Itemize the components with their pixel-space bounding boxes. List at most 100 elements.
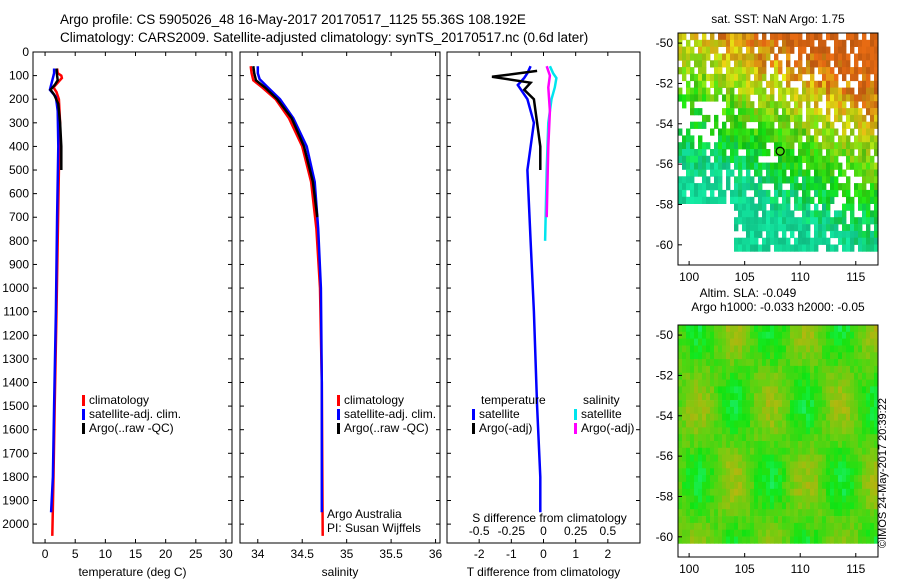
map-cell (714, 142, 719, 150)
map-cell (738, 522, 743, 531)
map-cell (682, 359, 687, 367)
map-cell (742, 420, 747, 428)
map-cell (834, 406, 839, 415)
map-cell (794, 379, 799, 387)
map-cell (814, 447, 819, 455)
map-cell (722, 73, 727, 82)
map-cell (814, 434, 819, 442)
map-cell (738, 386, 743, 394)
map-cell (698, 169, 703, 177)
map-cell (786, 87, 791, 95)
map-cell (822, 189, 827, 198)
map-cell (834, 108, 839, 116)
map-cell (726, 393, 731, 401)
map-cell (850, 338, 855, 346)
map-cell (798, 359, 803, 367)
map-cell (798, 447, 803, 455)
map-cell (742, 427, 747, 435)
map-cell (726, 468, 731, 476)
map-cell (738, 447, 743, 455)
map-cell (858, 114, 863, 123)
map-cell (862, 393, 867, 401)
map-cell (726, 488, 731, 496)
map-cell (870, 183, 875, 191)
map-cell (794, 406, 799, 415)
map-cell (826, 502, 831, 510)
map-cell (870, 94, 875, 102)
map-cell (782, 128, 787, 136)
map-cell (698, 149, 703, 157)
map-cell (846, 488, 851, 496)
map-cell (730, 80, 735, 88)
map-cell (870, 230, 875, 239)
map-title-line: Argo h1000: -0.033 h2000: -0.05 (691, 300, 865, 314)
map-cell (690, 372, 695, 380)
map-cell (802, 203, 807, 211)
map-cell (854, 331, 859, 339)
map-cell (774, 509, 779, 517)
map-cell (698, 379, 703, 387)
map-cell (754, 80, 759, 88)
map-cell (734, 224, 739, 232)
map-cell (874, 522, 879, 531)
map-cell (718, 516, 723, 524)
map-cell (762, 142, 767, 150)
map-cell (858, 529, 863, 537)
map-cell (806, 210, 811, 218)
map-cell (814, 522, 819, 531)
map-cell (766, 244, 771, 252)
map-cell (702, 46, 707, 54)
map-cell (846, 413, 851, 421)
map-cell (698, 39, 703, 47)
map-cell (790, 189, 795, 198)
map-cell (682, 142, 687, 150)
map-cell (778, 135, 783, 143)
map-cell (818, 509, 823, 517)
map-cell (762, 73, 767, 82)
map-cell (730, 128, 735, 136)
map-cell (762, 162, 767, 170)
map-cell (810, 481, 815, 490)
map-cell (730, 393, 735, 401)
map-cell (734, 488, 739, 496)
map-cell (798, 386, 803, 394)
map-cell (698, 386, 703, 394)
map-cell (750, 427, 755, 435)
map-cell (826, 352, 831, 360)
map-cell (714, 516, 719, 524)
map-cell (862, 60, 867, 68)
map-cell (794, 420, 799, 428)
map-cell (826, 386, 831, 394)
map-cell (710, 183, 715, 191)
map-cell (794, 237, 799, 245)
map-cell (874, 108, 879, 116)
map-cell (794, 413, 799, 421)
map-cell (754, 230, 759, 239)
map-cell (754, 189, 759, 198)
map-cell (682, 345, 687, 353)
map-cell (862, 372, 867, 380)
map-cell (710, 522, 715, 531)
map-cell (874, 352, 879, 360)
map-cell (842, 386, 847, 394)
map-cell (762, 189, 767, 198)
map-cell (774, 217, 779, 225)
map-cell (758, 400, 763, 408)
x-tick-label: 100 (679, 270, 699, 284)
map-cell (854, 516, 859, 524)
map-cell (718, 33, 723, 41)
map-cell (698, 60, 703, 68)
map-cell (782, 73, 787, 82)
map-cell (874, 121, 879, 129)
map-cell (786, 413, 791, 421)
map-cell (710, 338, 715, 346)
map-cell (814, 108, 819, 116)
map-cell (734, 393, 739, 401)
map-cell (706, 454, 711, 462)
map-cell (810, 142, 815, 150)
map-cell (686, 80, 691, 88)
map-cell (818, 475, 823, 483)
map-cell (730, 196, 735, 204)
map-cell (810, 108, 815, 116)
x-axis-label: temperature (deg C) (78, 565, 186, 579)
